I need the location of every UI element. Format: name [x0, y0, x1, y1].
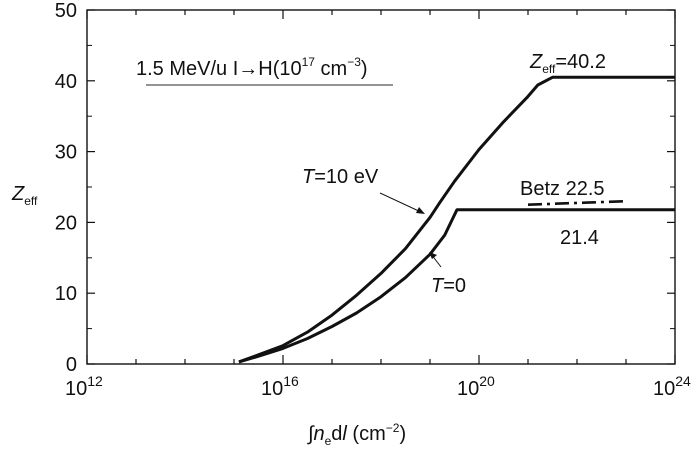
annotation-betz: Betz 22.5 [520, 178, 605, 200]
x-label-d: d [331, 423, 342, 445]
legend-text-sup2: −3 [347, 55, 361, 69]
legend-text-sup1: 17 [302, 55, 316, 69]
annotation-t10: T=10 eV [302, 166, 379, 188]
x-label-unit-sup: −2 [386, 421, 400, 435]
y-label-sub: eff [24, 194, 38, 208]
annotation-zeff-top: Zeff=40.2 [529, 51, 606, 76]
arrow-t0 [429, 252, 442, 268]
x-label-l: l [342, 423, 347, 445]
series-line-2 [527, 199, 627, 206]
legend-box-text: 1.5 MeV/u I→H(1017 cm−3) [136, 55, 368, 80]
x-label-close: ) [399, 423, 406, 445]
x-tick-label: 1012 [65, 373, 103, 400]
annotation-21-4: 21.4 [560, 227, 599, 249]
x-tick-label: 1024 [653, 373, 691, 400]
legend-text-mid: cm [315, 58, 347, 80]
x-axis: 1012 1016 1020 1024 [65, 10, 691, 400]
y-tick-label: 0 [66, 354, 77, 376]
x-label-sub: e [325, 434, 332, 448]
x-label-unit: (cm [347, 423, 386, 445]
series-group [238, 75, 675, 364]
y-tick-label: 40 [55, 71, 77, 93]
series-line-1 [238, 208, 675, 364]
y-tick-label: 30 [55, 142, 77, 164]
t10-t: T [302, 166, 316, 188]
y-tick-label: 10 [55, 283, 77, 305]
x-axis-label: ∫nedl (cm−2) [307, 421, 406, 448]
y-label-main: Z [11, 183, 25, 205]
arrow-t10 [379, 192, 425, 214]
x-tick-label: 1016 [261, 373, 299, 400]
y-tick-label: 20 [55, 212, 77, 234]
x-label-n: n [313, 423, 324, 445]
zeff-top-sub: eff [542, 62, 556, 76]
x-label-integral: ∫ [307, 423, 315, 445]
legend-text-end: ) [361, 58, 368, 80]
y-axis-label: Zeff [11, 183, 38, 208]
y-tick-label: 50 [55, 0, 77, 22]
annotation-t0: T=0 [431, 275, 466, 297]
x-tick-label: 1020 [457, 373, 495, 400]
t10-rest: =10 eV [314, 166, 379, 188]
series-line-0 [238, 75, 675, 364]
t0-t: T [431, 275, 445, 297]
legend-text-main: 1.5 MeV/u I→H(10 [136, 58, 302, 80]
t0-rest: =0 [443, 275, 466, 297]
zeff-top-main: Z [529, 51, 543, 73]
zeff-top-value: =40.2 [555, 51, 606, 73]
y-axis: 0 10 20 30 40 50 [55, 0, 675, 376]
